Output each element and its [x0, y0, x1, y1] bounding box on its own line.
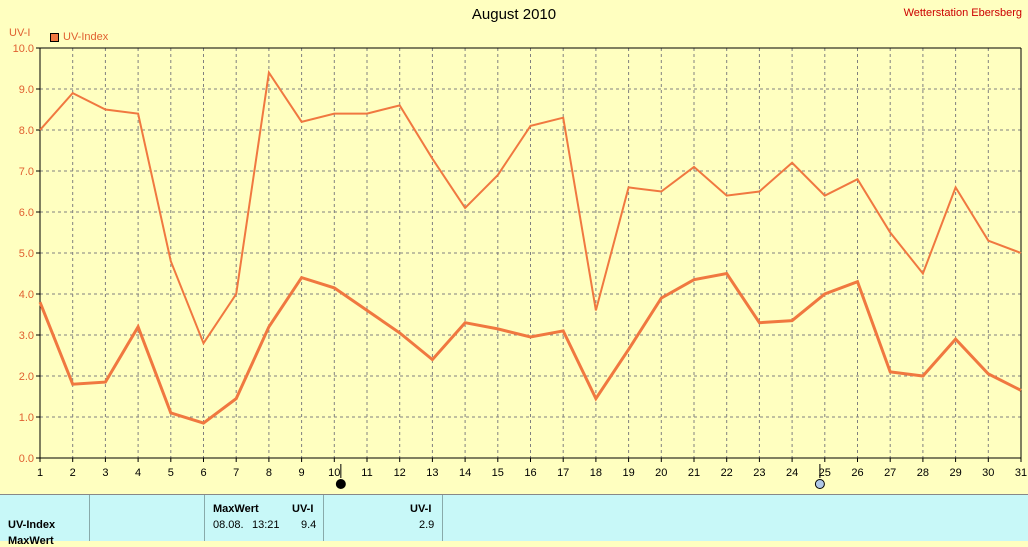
- y-tick-label: 10.0: [13, 43, 34, 55]
- series-line-2: [38, 271, 1022, 425]
- x-tick-label: 25: [819, 467, 831, 479]
- series-line-1: [39, 69, 1022, 346]
- x-tick-label: 11: [361, 467, 372, 479]
- x-tick-label: 9: [299, 467, 305, 479]
- x-tick-label: 27: [884, 467, 896, 479]
- x-tick-label: 5: [168, 467, 174, 479]
- y-tick-label: 0.0: [19, 453, 34, 465]
- y-tick-label: 4.0: [19, 289, 34, 301]
- x-tick-label: 31: [1015, 467, 1027, 479]
- x-tick-label: 21: [688, 467, 700, 479]
- x-tick-label: 12: [394, 467, 406, 479]
- nav-marker-filled: [335, 479, 346, 489]
- x-tick-label: 20: [655, 467, 667, 479]
- x-tick-label: 15: [492, 467, 504, 479]
- x-tick-label: 28: [917, 467, 929, 479]
- y-tick-label: 3.0: [19, 330, 34, 342]
- x-tick-label: 29: [949, 467, 961, 479]
- x-tick-label: 4: [135, 467, 141, 479]
- x-tick-label: 6: [200, 467, 206, 479]
- x-tick-label: 17: [557, 467, 569, 479]
- x-tick-label: 24: [786, 467, 798, 479]
- y-axis-unit: UV-I: [9, 27, 31, 39]
- x-tick-label: 18: [590, 467, 602, 479]
- x-tick-label: 30: [982, 467, 994, 479]
- x-tick-label: 23: [753, 467, 765, 479]
- max-unit-header: UV-I: [292, 503, 314, 515]
- x-tick-label: 3: [102, 467, 108, 479]
- panel-col-current: UV-I 2.9: [323, 495, 443, 541]
- nav-marker-hollow: [814, 479, 825, 489]
- panel-col-labels: UV-Index MaxWert: [0, 495, 90, 547]
- x-tick-label: 7: [233, 467, 239, 479]
- row-uv-index-label: UV-Index: [8, 519, 56, 531]
- x-tick-label: 16: [524, 467, 536, 479]
- y-tick-label: 1.0: [19, 412, 34, 424]
- uv-chart: 0.01.02.03.04.05.06.07.08.09.010.01 2 3 4 5 6…: [13, 43, 1027, 489]
- x-tick-label: 19: [622, 467, 634, 479]
- panel-col-empty: [89, 495, 205, 541]
- station-name: Wetterstation Ebersberg: [903, 7, 1022, 19]
- x-tick-label: 26: [851, 467, 863, 479]
- legend: UV-Index: [50, 31, 108, 43]
- current-unit-header: UV-I: [410, 503, 432, 515]
- max-header: MaxWert: [213, 503, 259, 515]
- summary-panel: UV-Index MaxWert MaxWert UV-I 08.08. 13:…: [0, 494, 1028, 547]
- y-tick-label: 9.0: [19, 84, 34, 96]
- y-tick-label: 7.0: [19, 166, 34, 178]
- x-tick-label: 2: [70, 467, 76, 479]
- y-tick-label: 8.0: [19, 125, 34, 137]
- panel-col-max: MaxWert UV-I 08.08. 13:21 9.4: [204, 495, 324, 541]
- y-tick-label: 2.0: [19, 371, 34, 383]
- max-value: 9.4: [301, 519, 317, 531]
- legend-swatch: [50, 32, 59, 42]
- x-tick-label: 1: [37, 467, 43, 479]
- legend-label: UV-Index: [63, 31, 109, 43]
- chart-area: 0.0 1.0 2.0 3.0 4.0 5.0 6.0 7.0 8.0 9.0 10.0 1 2 3 4 5 6…: [9, 6, 1028, 489]
- x-tick-label: 13: [426, 467, 438, 479]
- y-tick-label: 6.0: [19, 207, 34, 219]
- x-tick-label: 10: [328, 467, 340, 479]
- current-value: 2.9: [419, 519, 435, 531]
- row-maxwert-label: MaxWert: [8, 535, 54, 547]
- chart-title: August 2010: [471, 6, 557, 23]
- max-time: 13:21: [252, 519, 280, 531]
- y-tick-label: 5.0: [19, 248, 34, 260]
- max-date: 08.08.: [213, 519, 244, 531]
- x-tick-label: 22: [721, 467, 733, 479]
- x-tick-label: 8: [266, 467, 272, 479]
- x-tick-label: 14: [459, 467, 471, 479]
